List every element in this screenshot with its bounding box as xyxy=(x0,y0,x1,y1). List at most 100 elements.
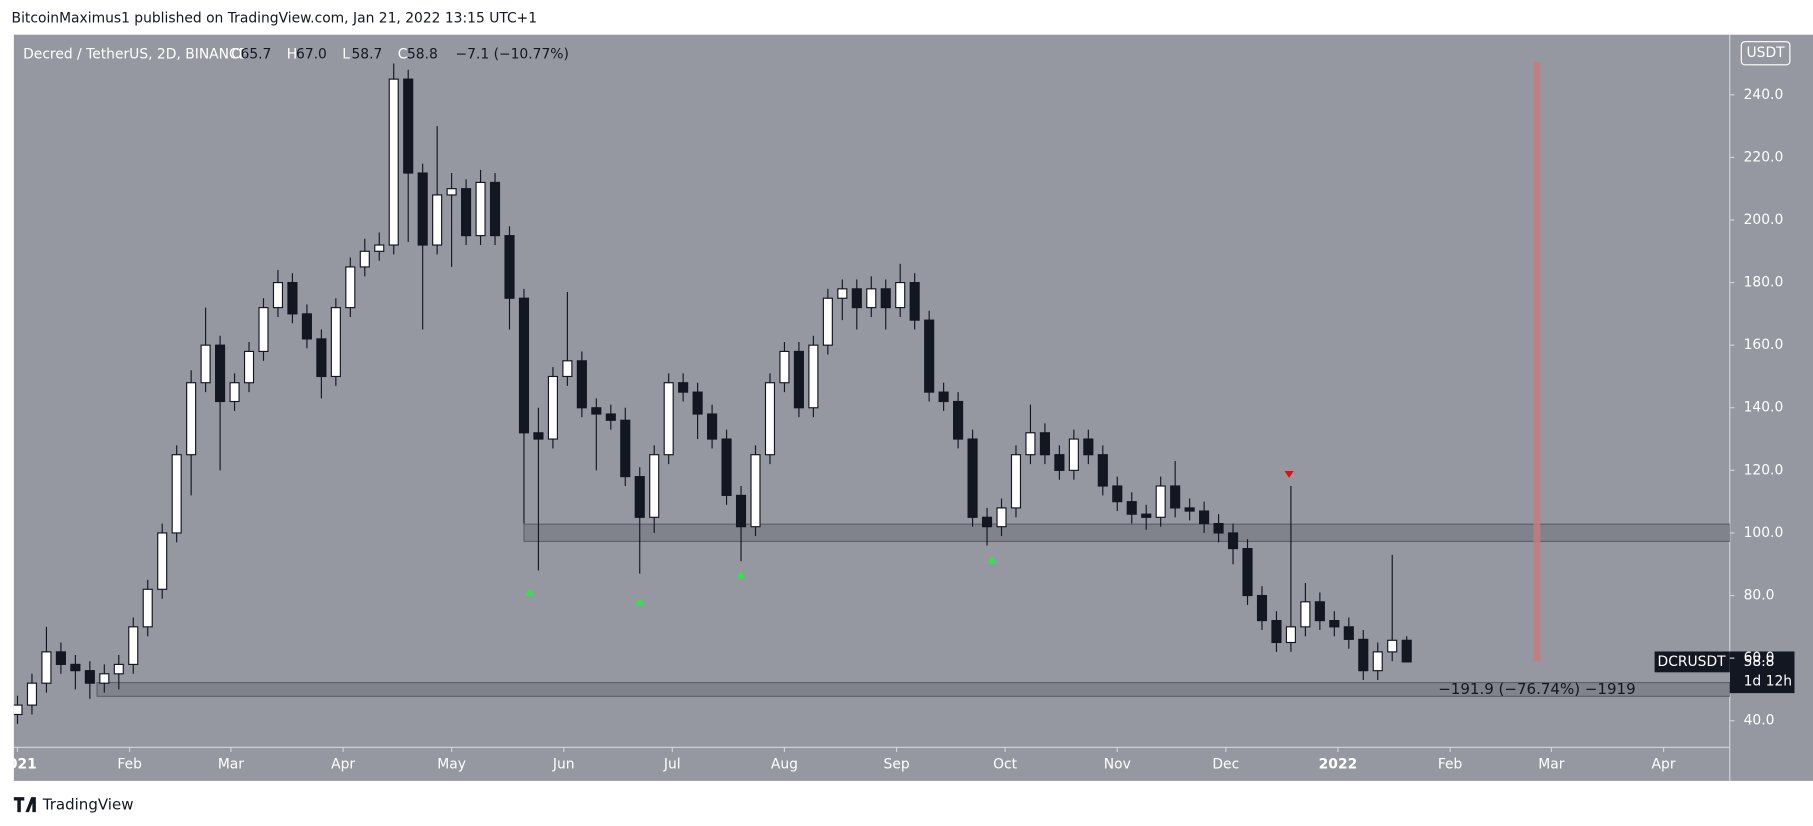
x-tick-label: Jul xyxy=(663,757,681,773)
signal-marker xyxy=(635,598,645,606)
candle-body xyxy=(779,350,790,384)
candle-body xyxy=(70,663,81,672)
candle-body xyxy=(1242,548,1253,597)
candle-body xyxy=(41,651,52,684)
x-tick-label: Apr xyxy=(1652,757,1676,773)
signal-marker xyxy=(1284,470,1294,478)
y-tick-label: 120.0 xyxy=(1744,462,1784,478)
candle-body xyxy=(461,188,472,237)
candle-body xyxy=(1358,638,1369,672)
candle-body xyxy=(1097,454,1108,487)
zone xyxy=(523,523,1730,542)
candle-body xyxy=(1401,639,1412,663)
ohlc-value: 58.7 xyxy=(352,46,383,62)
candle-body xyxy=(186,382,197,456)
candle-body xyxy=(967,438,978,518)
candle-body xyxy=(229,382,240,403)
candle-body xyxy=(113,663,124,675)
candle-body xyxy=(99,673,110,684)
candle-body xyxy=(142,588,153,628)
candle-body xyxy=(692,391,703,415)
candle-body xyxy=(547,375,558,440)
plot-area xyxy=(13,34,1730,748)
footer: TradingView xyxy=(13,796,134,814)
candle-body xyxy=(1227,532,1239,550)
candle-body xyxy=(996,507,1007,528)
candle-body xyxy=(374,244,385,252)
candle-body xyxy=(26,682,38,706)
candle-body xyxy=(301,313,312,340)
candle-body xyxy=(417,172,428,246)
candle-body xyxy=(1372,651,1383,672)
candle-body xyxy=(634,476,645,518)
change: −7.1 (−10.77%) xyxy=(456,46,569,62)
last-price: 58.8 xyxy=(1744,654,1775,670)
candle-body xyxy=(359,250,370,268)
y-tick-label: 220.0 xyxy=(1744,149,1784,165)
candle-body xyxy=(1010,454,1022,509)
y-tick-label: 180.0 xyxy=(1744,275,1784,291)
candle-body xyxy=(620,419,631,478)
candle-body xyxy=(55,651,66,665)
candle-body xyxy=(953,400,964,440)
y-tick-label: 200.0 xyxy=(1744,212,1784,228)
x-tick-label: 2022 xyxy=(1319,757,1358,773)
candle-body xyxy=(938,391,949,403)
ohlc-value: 67.0 xyxy=(296,46,327,62)
candle-body xyxy=(1213,522,1224,534)
candle-body xyxy=(1271,620,1282,644)
candle-body xyxy=(475,181,486,237)
candle-body xyxy=(1170,485,1181,509)
candle-body xyxy=(1300,601,1311,628)
y-tick-label: 40.0 xyxy=(1744,713,1775,729)
y-tick-label: 240.0 xyxy=(1744,87,1784,103)
candle-body xyxy=(924,319,935,393)
candle-body xyxy=(562,360,573,378)
candle-body xyxy=(128,626,139,665)
candle-body xyxy=(533,432,544,440)
candle-body xyxy=(981,516,993,528)
candle-body xyxy=(1314,601,1325,622)
symbol-box xyxy=(1654,651,1730,673)
candle-body xyxy=(258,307,269,353)
ohlc-key: H xyxy=(287,46,297,62)
candle-body xyxy=(837,288,848,299)
signal-marker xyxy=(525,588,535,596)
signal-marker xyxy=(736,571,746,579)
candle-body xyxy=(13,704,23,716)
candle-body xyxy=(1126,501,1137,515)
ohlc-key: O xyxy=(231,46,242,62)
publisher: BitcoinMaximus1 published on TradingView… xyxy=(12,11,538,27)
x-tick-label: Sep xyxy=(884,757,910,773)
candle-body xyxy=(750,454,761,528)
candle-body xyxy=(1184,507,1195,512)
y-tick-label: 140.0 xyxy=(1744,400,1784,416)
x-tick-label: Apr xyxy=(331,757,355,773)
candle-body xyxy=(504,235,515,299)
candle-body xyxy=(591,407,602,415)
candle-body xyxy=(200,344,211,384)
chart-title: Decred / TetherUS, 2D, BINANCE xyxy=(23,46,247,62)
y-tick-label: 100.0 xyxy=(1744,525,1784,541)
y-tick-label: 60.0 xyxy=(1744,650,1775,666)
candle-body xyxy=(1199,510,1210,525)
y-tick-label: 160.0 xyxy=(1744,337,1784,353)
candle-body xyxy=(678,382,689,393)
candle-body xyxy=(1155,485,1166,518)
x-tick-label: Dec xyxy=(1212,757,1239,773)
candle-body xyxy=(1054,454,1065,471)
currency-box xyxy=(1740,41,1791,66)
price-box xyxy=(1729,651,1795,694)
x-tick-label: Oct xyxy=(993,757,1018,773)
candle-body xyxy=(764,382,776,456)
x-tick-label: Aug xyxy=(771,757,798,773)
time-axis xyxy=(13,747,1730,781)
candle-body xyxy=(518,297,530,434)
candle-body xyxy=(1285,626,1296,644)
candle-body xyxy=(649,454,660,518)
brand: TradingView xyxy=(42,796,134,814)
x-tick-label: Nov xyxy=(1104,757,1131,773)
candle-body xyxy=(1141,513,1152,518)
